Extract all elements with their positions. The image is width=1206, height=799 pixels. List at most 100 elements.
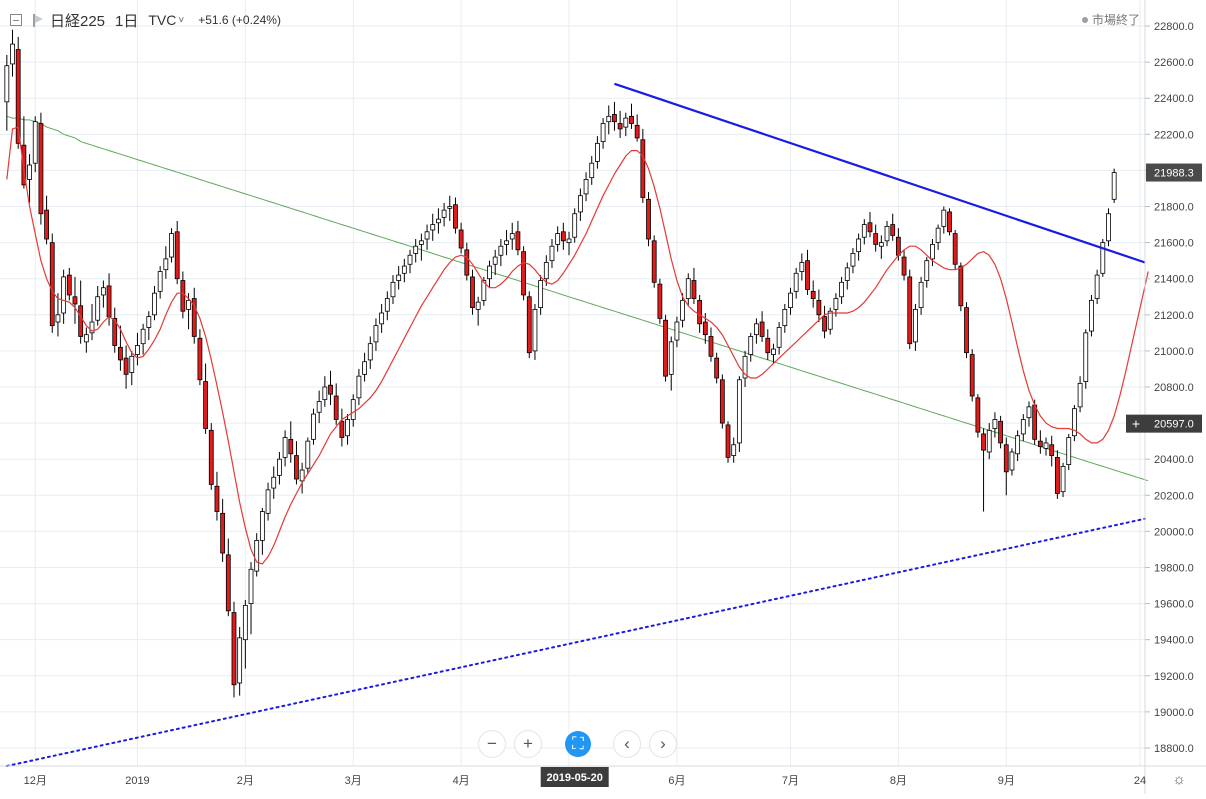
- chevron-right-icon: ›: [660, 734, 666, 753]
- candle: [964, 302, 969, 359]
- candle: [265, 482, 271, 521]
- candle: [379, 303, 385, 333]
- candle-body: [805, 260, 810, 290]
- candle-body: [118, 346, 123, 361]
- candle: [674, 316, 680, 348]
- zoom-out-button[interactable]: −: [479, 731, 505, 757]
- candle-body: [401, 265, 407, 274]
- candle: [867, 211, 873, 238]
- candle: [208, 423, 214, 490]
- candle-body: [964, 307, 969, 354]
- candle-body: [691, 280, 697, 299]
- candle-body: [129, 355, 135, 373]
- candle-body: [788, 292, 793, 308]
- candle-body: [208, 429, 214, 485]
- candle: [850, 248, 856, 274]
- candle-body: [441, 209, 447, 218]
- candle: [458, 222, 464, 254]
- candle: [600, 118, 606, 149]
- candle-body: [339, 420, 345, 438]
- candle-body: [930, 244, 935, 260]
- candle: [163, 246, 169, 279]
- time-axis[interactable]: 12月20192月3月4月5月6月7月8月9月24: [24, 775, 1147, 787]
- market-status: 市場終了: [1081, 11, 1140, 28]
- candle: [754, 318, 759, 344]
- time-tick-label: 9月: [998, 775, 1015, 787]
- candle: [856, 233, 862, 261]
- candle: [685, 273, 691, 306]
- candle: [203, 363, 208, 434]
- candle-body: [453, 204, 458, 229]
- candle: [714, 352, 720, 384]
- candle: [543, 255, 549, 286]
- candle-body: [799, 262, 805, 272]
- candle: [935, 224, 941, 250]
- candle-body: [526, 296, 532, 354]
- symbol-name[interactable]: 日経225: [50, 12, 106, 30]
- candle-body: [895, 236, 901, 256]
- candle: [464, 242, 470, 281]
- candle: [95, 285, 101, 326]
- candle: [1083, 329, 1089, 389]
- candle-body: [72, 296, 78, 305]
- price-tick-label: 22400.0: [1154, 93, 1194, 105]
- price-tick-label: 19600.0: [1154, 599, 1194, 611]
- candle: [509, 222, 515, 250]
- scroll-right-button[interactable]: ›: [650, 731, 676, 757]
- candle-body: [577, 195, 583, 213]
- time-tick-label: 7月: [782, 775, 799, 787]
- candle: [413, 239, 419, 263]
- crosshair-add-button[interactable]: [1126, 414, 1146, 433]
- candle: [32, 116, 38, 173]
- candle: [844, 262, 850, 290]
- minus-icon: −: [487, 734, 497, 753]
- candle: [623, 112, 629, 137]
- candle: [952, 229, 958, 270]
- candle-body: [174, 231, 180, 280]
- candle: [515, 220, 521, 256]
- crosshair-price-label: 20597.0: [1154, 419, 1194, 431]
- candle-body: [311, 413, 316, 440]
- candle: [174, 220, 180, 285]
- candle-body: [924, 260, 930, 281]
- scroll-left-button[interactable]: ‹: [614, 731, 640, 757]
- reset-chart-button[interactable]: ⛶: [565, 731, 591, 757]
- current-price-badge: [1146, 163, 1202, 182]
- candle-body: [299, 469, 305, 482]
- source-label[interactable]: TVC: [148, 12, 177, 28]
- price-tick-label: 21800.0: [1154, 202, 1194, 214]
- candle: [100, 280, 106, 308]
- time-tick-label: 8月: [890, 775, 907, 787]
- candle-body: [288, 438, 294, 455]
- support-trendline[interactable]: [5, 517, 1146, 767]
- candle-body: [294, 455, 299, 480]
- candle: [890, 213, 896, 241]
- collapse-icon[interactable]: [10, 14, 22, 26]
- candle-body: [754, 323, 759, 336]
- candle-body: [430, 224, 436, 231]
- candle: [708, 327, 714, 362]
- drawings[interactable]: [5, 82, 1146, 767]
- candle: [430, 213, 436, 241]
- price-tick-label: 21600.0: [1154, 238, 1194, 250]
- zoom-in-button[interactable]: +: [515, 731, 541, 757]
- candle-body: [248, 568, 254, 604]
- candle: [827, 307, 833, 335]
- interval-label[interactable]: 1日: [115, 12, 139, 30]
- candle-body: [918, 281, 924, 308]
- chevron-down-icon[interactable]: ˅: [178, 14, 185, 26]
- candle: [657, 278, 663, 324]
- candle-body: [83, 334, 89, 343]
- time-tick-label: 24: [1134, 775, 1146, 787]
- candle-body: [157, 271, 163, 292]
- plus-icon: +: [1132, 416, 1140, 432]
- resistance-trendline[interactable]: [614, 82, 1146, 264]
- candles: [4, 29, 1117, 698]
- candle: [157, 266, 163, 299]
- settings-button[interactable]: ☼: [1172, 771, 1186, 788]
- candle: [1111, 168, 1117, 203]
- candle: [146, 311, 152, 341]
- candle: [10, 29, 15, 77]
